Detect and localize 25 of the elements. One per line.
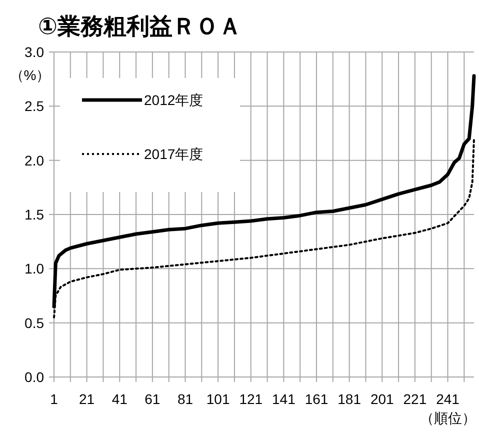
x-tick-label: 161 xyxy=(304,391,328,407)
y-axis-title: （%） xyxy=(10,67,50,83)
y-tick-label: 1.0 xyxy=(24,260,44,277)
legend-label: 2012年度 xyxy=(144,92,204,108)
x-tick-label: 141 xyxy=(272,391,296,407)
y-tick-label: 2.0 xyxy=(24,152,44,168)
x-tick-label: 221 xyxy=(403,391,427,407)
x-tick-label: 101 xyxy=(206,391,230,407)
y-tick-label: 0.0 xyxy=(24,369,44,385)
x-tick-label: 1 xyxy=(50,391,58,407)
x-tick-label: 41 xyxy=(112,391,128,407)
x-axis-title: （順位） xyxy=(420,410,476,426)
x-tick-label: 21 xyxy=(79,391,95,407)
x-tick-label: 121 xyxy=(239,391,263,407)
x-tick-label: 61 xyxy=(144,391,160,407)
y-tick-label: 2.5 xyxy=(24,98,44,114)
x-tick-label: 81 xyxy=(177,391,194,407)
x-tick-label: 201 xyxy=(370,391,394,407)
y-tick-label: 0.5 xyxy=(24,314,44,331)
title: ①業務粗利益ＲＯＡ xyxy=(38,13,242,39)
x-tick-label: 241 xyxy=(436,391,460,407)
x-tick-label: 181 xyxy=(338,391,362,407)
y-tick-label: 1.5 xyxy=(24,206,44,222)
legend-label: 2017年度 xyxy=(144,146,204,162)
y-tick-label: 3.0 xyxy=(24,44,44,60)
